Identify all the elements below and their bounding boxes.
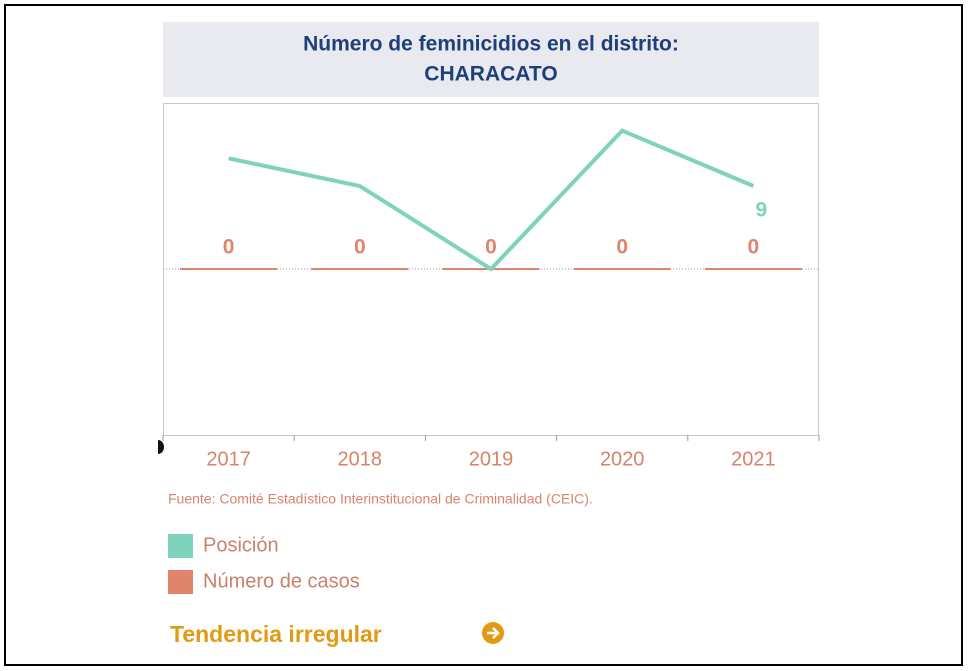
legend-swatch	[168, 534, 193, 558]
chart-title: Número de feminicidios en el distrito:	[303, 33, 679, 56]
x-tick-label: 2020	[600, 448, 645, 470]
icon-arrow	[487, 627, 500, 639]
edge-handle	[158, 440, 164, 454]
source: Fuente: Comité Estadístico Interinstituc…	[168, 491, 593, 507]
bar-label: 0	[485, 236, 497, 259]
bar	[704, 268, 802, 270]
bar-label: 0	[354, 236, 366, 259]
x-tick-label: 2021	[731, 448, 776, 470]
bar-label: 0	[616, 236, 628, 259]
legend-label: Posición	[203, 534, 279, 556]
frame	[4, 4, 963, 666]
x-tick-label: 2017	[206, 448, 251, 470]
title-band	[163, 22, 819, 97]
bar	[573, 268, 671, 270]
x-tick-label: 2018	[338, 448, 383, 470]
line-label: 9	[756, 199, 768, 222]
bar-label: 0	[223, 236, 235, 259]
line	[228, 128, 755, 272]
legend-label: Número de casos	[203, 570, 360, 592]
legend-swatch	[168, 570, 193, 594]
bar	[180, 268, 278, 270]
trend-link[interactable]: Tendencia irregular	[170, 621, 382, 647]
bar-label: 0	[748, 236, 760, 259]
chart-subtitle: CHARACATO	[424, 63, 557, 86]
trend-icon[interactable]	[482, 622, 504, 644]
bar	[311, 268, 409, 270]
x-tick-label: 2019	[469, 448, 514, 470]
